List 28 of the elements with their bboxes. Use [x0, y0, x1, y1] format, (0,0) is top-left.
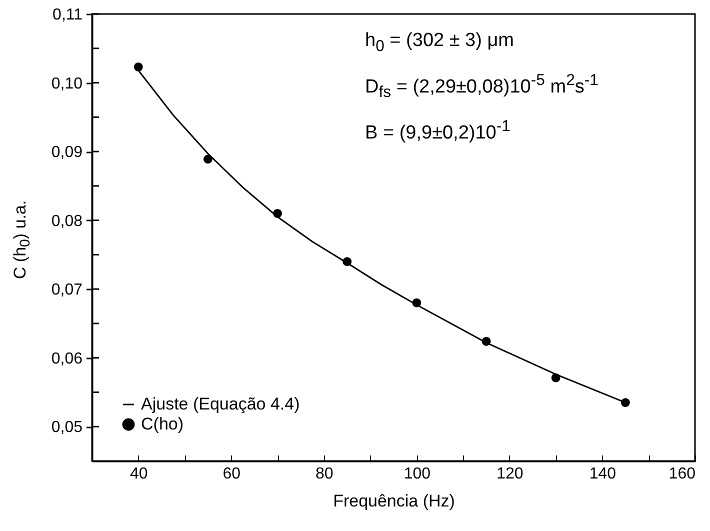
point — [134, 62, 143, 72]
y-tick-label: 0,05 — [51, 419, 83, 436]
x-tick-label: 80 — [316, 466, 334, 482]
point — [412, 298, 422, 308]
annotation: D$_{fs}$ = (2,29±0,08)10$^{-5}$ m$^{2}$s$^{-1}$ — [365, 70, 598, 103]
x-tick-label: 100 — [404, 466, 431, 482]
y-tick-label: 0,11 — [52, 6, 83, 24]
annotation: B = (9,9±0,2)10$^{-1}$ — [365, 116, 512, 146]
point — [482, 336, 491, 346]
legend-label: Ajuste (Equação 4.4) — [141, 394, 300, 414]
x-tick-label: 120 — [496, 466, 524, 482]
y-tick-label: 0,07 — [51, 282, 83, 299]
y-tick-label: 0,09 — [51, 144, 83, 162]
point — [551, 373, 560, 382]
x-tick-label: 60 — [222, 466, 241, 482]
y-tick-label: 0,08 — [51, 212, 83, 230]
legend-label: C(ho) — [141, 414, 184, 434]
point — [342, 257, 352, 266]
point — [273, 208, 282, 218]
x-axis-title: Frequência (Hz) — [333, 492, 455, 510]
x-tick-label: 40 — [130, 466, 148, 482]
annotation: h$_{0}$ = (302 ± 3) μm — [365, 29, 516, 57]
y-tick-label: 0,06 — [51, 350, 83, 368]
x-tick-label: 160 — [668, 466, 696, 482]
y-tick-label: 0,10 — [51, 75, 83, 92]
x-tick-label: 140 — [589, 466, 616, 482]
point — [203, 154, 212, 164]
point — [620, 398, 630, 408]
